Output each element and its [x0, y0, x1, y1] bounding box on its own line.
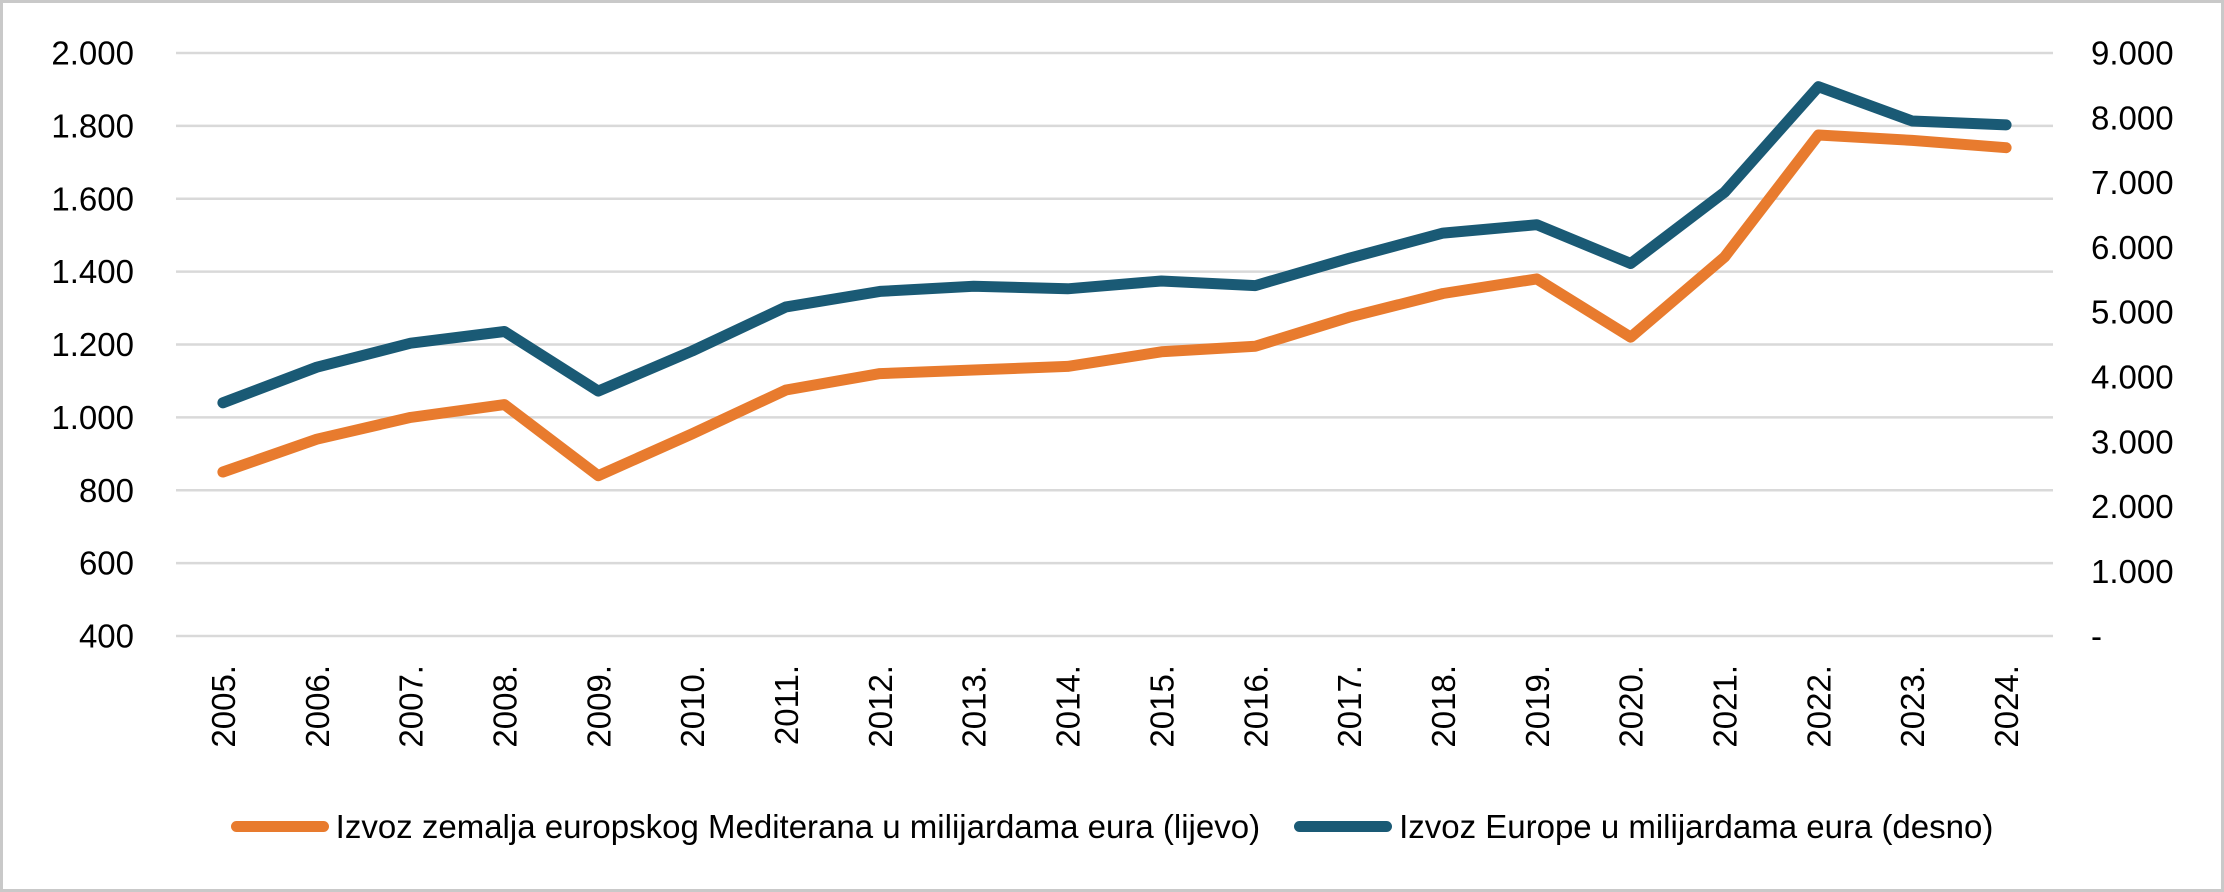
x-axis-tick-label: 2022.: [1800, 665, 1837, 748]
y-axis-right-tick-label: 3.000: [2091, 423, 2174, 460]
legend-label-europe-exports: Izvoz Europe u milijardama eura (desno): [1399, 807, 1994, 845]
x-axis-tick-label: 2014.: [1050, 665, 1087, 748]
y-axis-left-tick-label: 800: [79, 472, 134, 509]
gridlines: [176, 51, 2053, 638]
y-axis-left-tick-label: 400: [79, 618, 134, 655]
x-axis-tick-label: 2011.: [768, 665, 805, 745]
series-line-mediterranean: [217, 129, 2012, 482]
legend-line-swatch-orange: [230, 821, 329, 833]
y-axis-left: 2.000 1.800 1.600 1.400 1.200 1.000 800 600 400: [51, 35, 134, 655]
y-axis-left-tick-label: 1.800: [51, 107, 134, 144]
legend-line-swatch-blue: [1294, 821, 1393, 833]
chart-legend: Izvoz zemalja europskog Mediterana u mil…: [3, 803, 2221, 851]
y-axis-right-tick-label: 5.000: [2091, 294, 2174, 331]
y-axis-right: 9.000 8.000 7.000 6.000 5.000 4.000 3.000 2.000…: [2091, 35, 2174, 655]
x-axis-tick-label: 2019.: [1519, 665, 1556, 748]
y-axis-left-tick-label: 1.600: [51, 180, 134, 217]
dual-axis-line-chart: 2.000 1.800 1.600 1.400 1.200 1.000 800 600 400 9…: [51, 35, 2174, 748]
y-axis-left-tick-label: 1.400: [51, 253, 134, 290]
x-axis-tick-label: 2024.: [1988, 665, 2025, 748]
x-axis-tick-label: 2013.: [956, 665, 993, 748]
x-axis-tick-label: 2017.: [1331, 665, 1368, 748]
x-axis-tick-label: 2016.: [1237, 665, 1274, 748]
y-axis-right-tick-label: 4.000: [2091, 358, 2174, 395]
x-axis-tick-label: 2006.: [299, 665, 336, 748]
x-axis-tick-label: 2021.: [1707, 665, 1744, 748]
x-axis: 2005. 2006. 2007. 2008. 2009. 2010. 2011. 2012.…: [205, 665, 2025, 748]
x-axis-tick-label: 2007.: [393, 665, 430, 748]
x-axis-tick-label: 2008.: [487, 665, 524, 748]
y-axis-left-tick-label: 1.200: [51, 326, 134, 363]
y-axis-left-tick-label: 2.000: [51, 35, 134, 72]
y-axis-right-tick-label: 2.000: [2091, 488, 2174, 525]
legend-item-europe-exports: Izvoz Europe u milijardama eura (desno): [1294, 807, 1994, 845]
y-axis-right-tick-label: 7.000: [2091, 164, 2174, 201]
x-axis-tick-label: 2018.: [1425, 665, 1462, 748]
y-axis-left-tick-label: 600: [79, 545, 134, 582]
x-axis-tick-label: 2005.: [205, 665, 242, 748]
y-axis-right-tick-label: 6.000: [2091, 229, 2174, 266]
x-axis-tick-label: 2020.: [1613, 665, 1650, 748]
x-axis-tick-label: 2009.: [580, 665, 617, 748]
x-axis-tick-label: 2012.: [862, 665, 899, 748]
y-axis-right-tick-label: 9.000: [2091, 35, 2174, 72]
x-axis-tick-label: 2023.: [1894, 665, 1931, 748]
x-axis-tick-label: 2010.: [674, 665, 711, 748]
y-axis-left-tick-label: 1.000: [51, 399, 134, 436]
legend-label-mediterranean-exports: Izvoz zemalja europskog Mediterana u mil…: [335, 807, 1261, 845]
y-axis-right-tick-label: 8.000: [2091, 99, 2174, 136]
x-axis-tick-label: 2015.: [1143, 665, 1180, 748]
y-axis-right-tick-label: -: [2091, 618, 2102, 655]
y-axis-right-tick-label: 1.000: [2091, 553, 2174, 590]
legend-item-mediterranean-exports: Izvoz zemalja europskog Mediterana u mil…: [230, 807, 1261, 845]
series-line-europe: [217, 81, 2012, 409]
